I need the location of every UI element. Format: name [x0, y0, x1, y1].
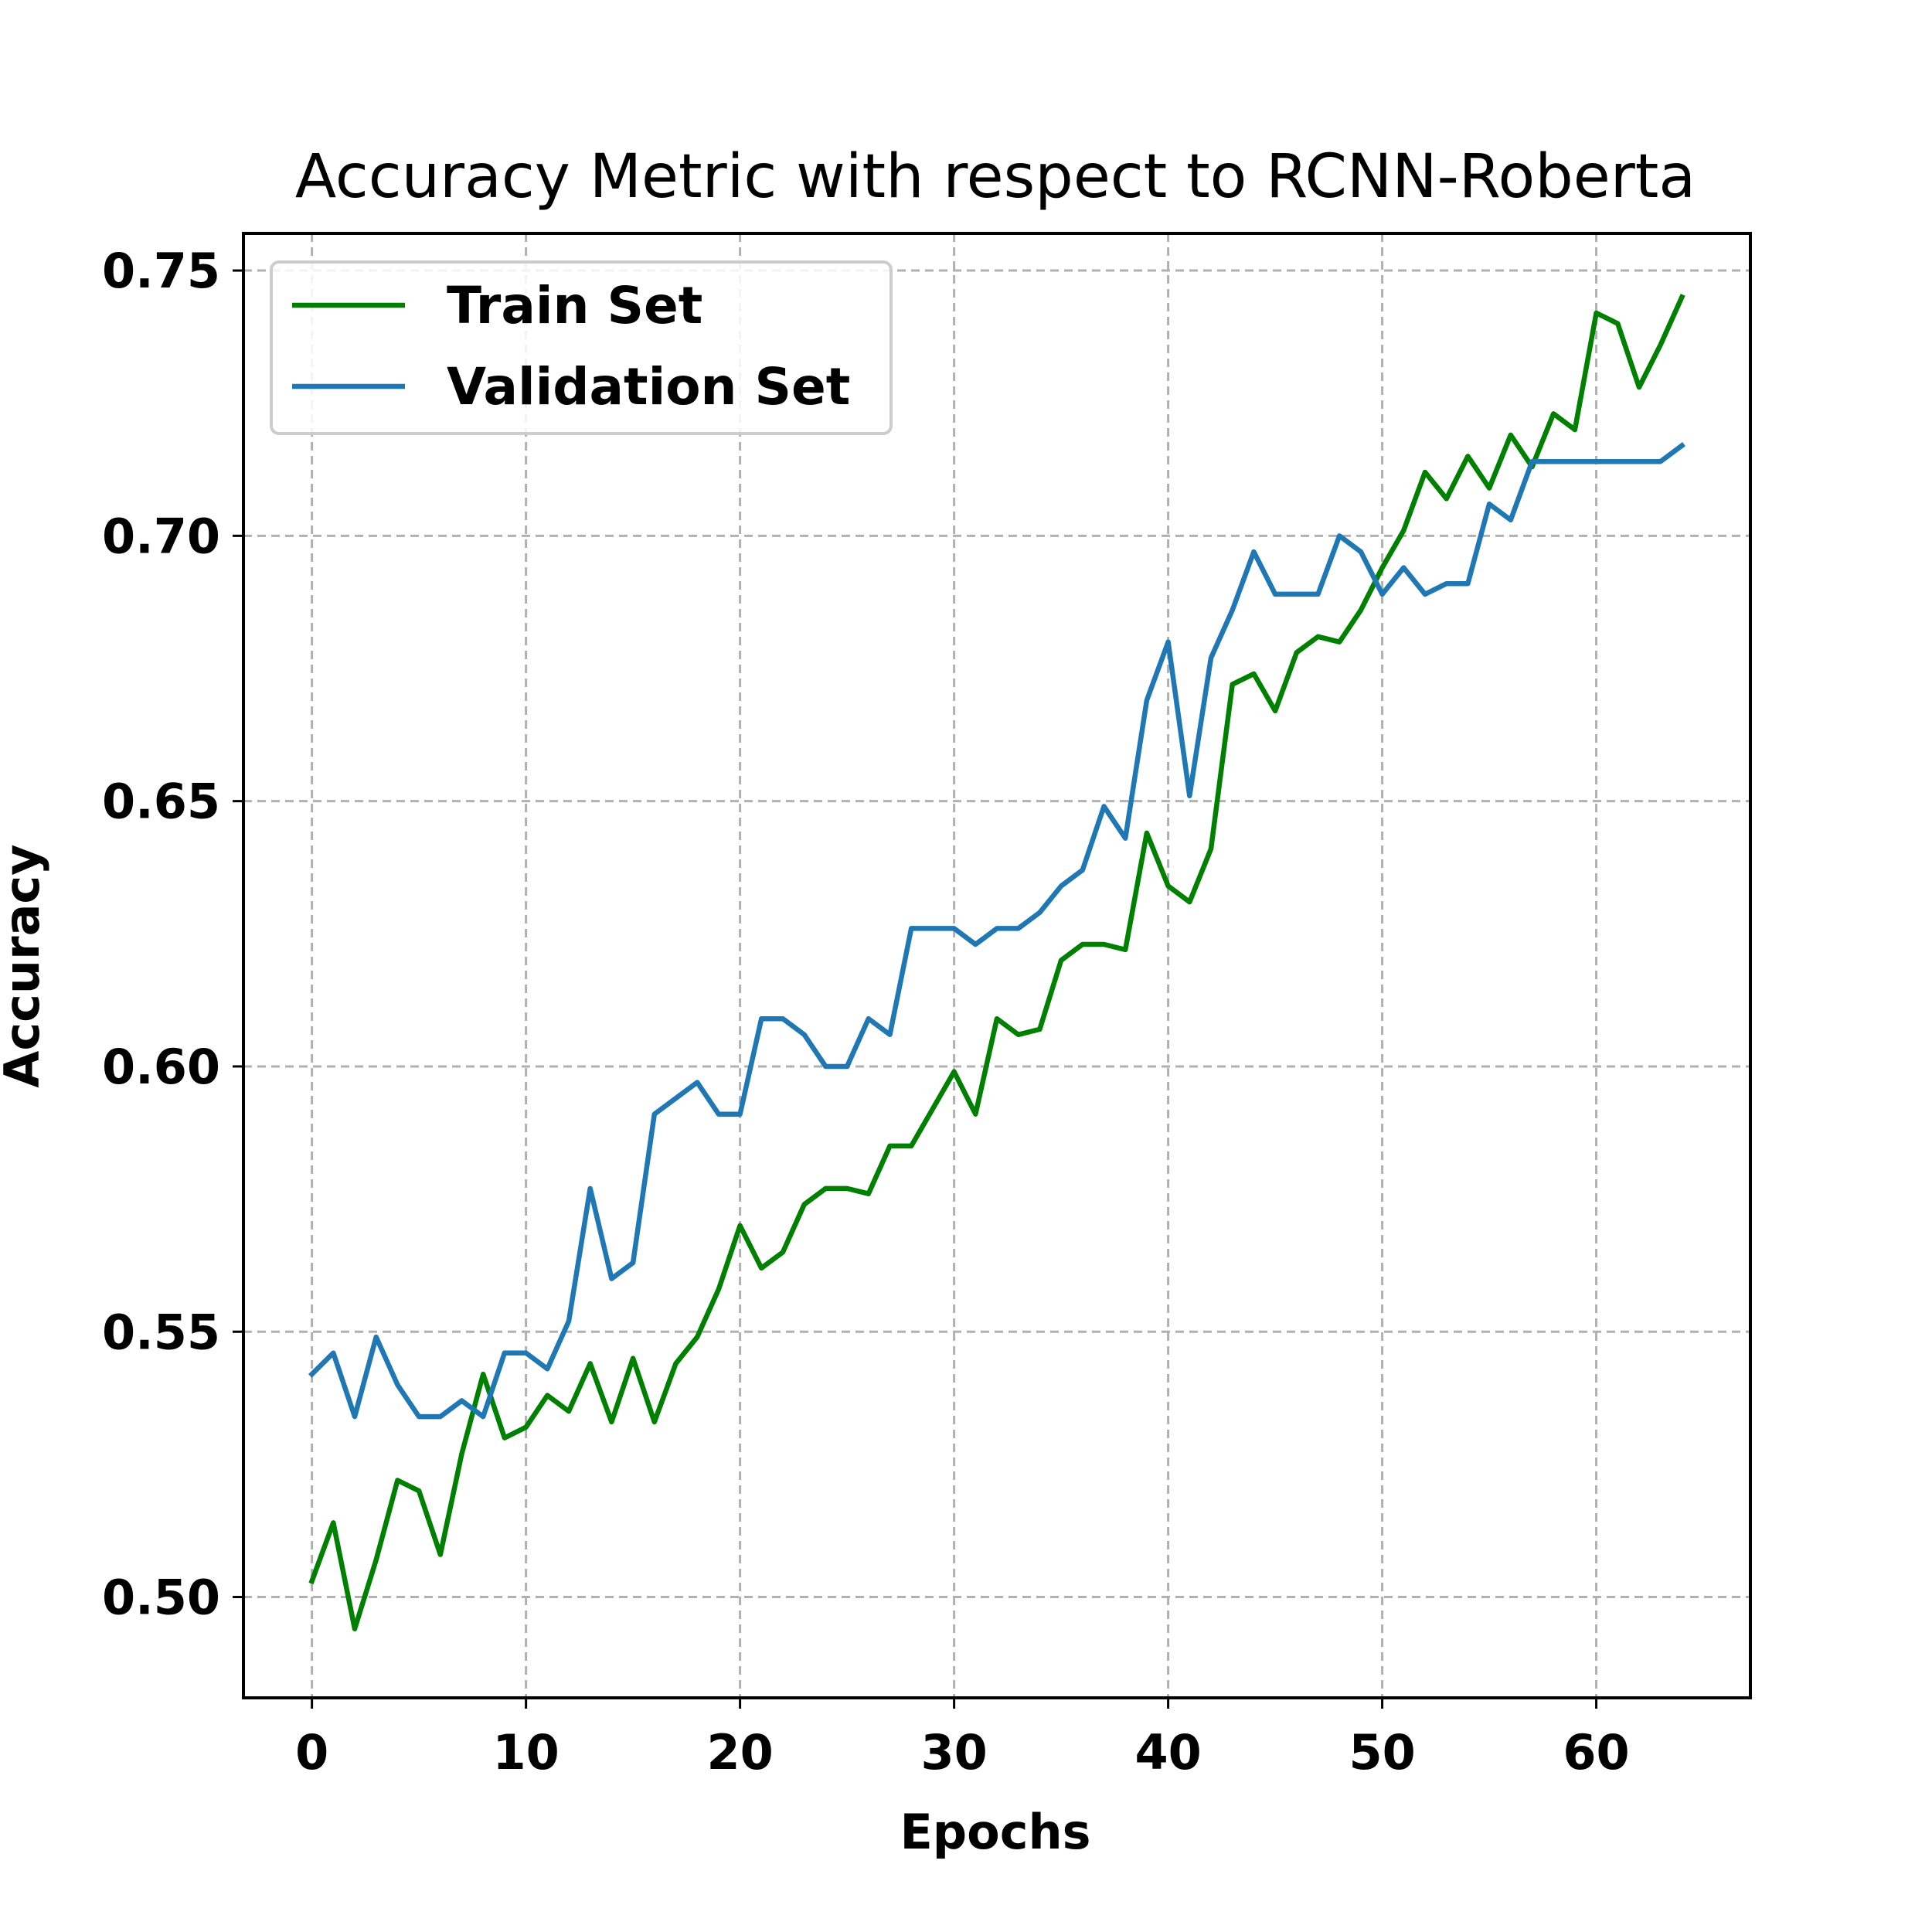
- x-axis-ticks: 0 10 20 30 40 50 60: [295, 1698, 1630, 1781]
- y-tick-label: 0.75: [102, 243, 220, 299]
- y-tick-label: 0.60: [102, 1039, 220, 1095]
- legend-label: Validation Set: [447, 357, 850, 417]
- y-axis-ticks: 0.50 0.55 0.60 0.65 0.70 0.75: [102, 243, 243, 1626]
- legend-box: [270, 260, 893, 435]
- x-axis-label: Epochs: [900, 1804, 1090, 1860]
- y-tick-label: 0.65: [102, 774, 220, 830]
- x-tick-label: 50: [1349, 1724, 1415, 1781]
- x-tick-label: 10: [492, 1724, 559, 1781]
- legend-label: Train Set: [447, 276, 702, 335]
- x-tick-label: 30: [920, 1724, 987, 1781]
- series-line-validation-set: [308, 442, 1685, 1420]
- plot-area-frame: [242, 232, 1752, 1699]
- x-tick-label: 60: [1563, 1724, 1629, 1781]
- series-line-train-set: [308, 294, 1685, 1631]
- data-series: [308, 294, 1685, 1631]
- grid-lines: [243, 233, 1750, 1698]
- x-tick-label: 20: [706, 1724, 773, 1781]
- x-tick-label: 0: [295, 1724, 328, 1781]
- legend: Train Set Validation Set: [270, 260, 893, 435]
- x-tick-label: 40: [1134, 1724, 1201, 1781]
- legend-items: Train Set Validation Set: [292, 276, 850, 417]
- chart-title: Accuracy Metric with respect to RCNN-Rob…: [295, 142, 1696, 212]
- y-axis-label: Accuracy: [0, 844, 50, 1087]
- y-tick-label: 0.70: [102, 508, 220, 564]
- y-tick-label: 0.55: [102, 1304, 220, 1360]
- y-tick-label: 0.50: [102, 1570, 220, 1626]
